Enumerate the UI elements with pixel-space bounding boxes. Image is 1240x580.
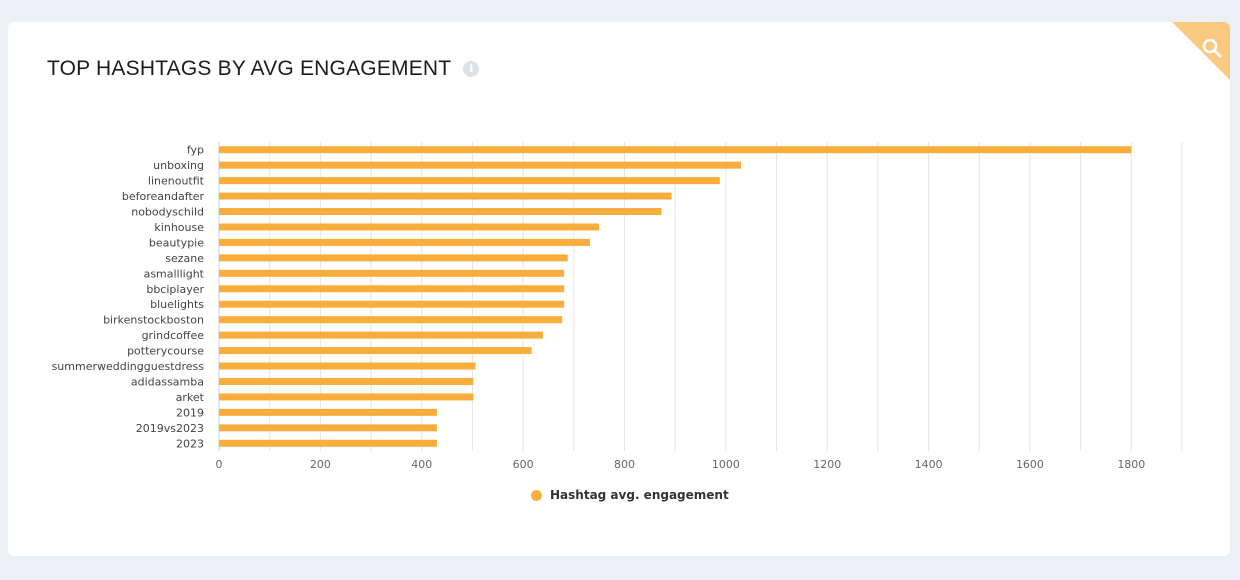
bar-kinhouse[interactable] — [219, 223, 600, 231]
y-tick-label: beforeandafter — [122, 190, 205, 203]
bar-potterycourse[interactable] — [219, 347, 532, 355]
bar-grindcoffee[interactable] — [219, 331, 543, 339]
y-tick-label: kinhouse — [154, 221, 204, 234]
bar-summerweddingguestdress[interactable] — [219, 362, 476, 370]
y-tick-label: adidassamba — [131, 375, 204, 388]
bar-2019vs2023[interactable] — [219, 424, 437, 432]
y-tick-label: fyp — [187, 144, 204, 157]
bar-arket[interactable] — [219, 393, 474, 401]
y-axis-labels: fyp unboxing linenoutfit beforeandafter nobo… — [52, 144, 205, 451]
y-tick-label: grindcoffee — [142, 329, 205, 342]
y-tick-label: nobodyschild — [131, 206, 204, 219]
y-tick-label: asmalllight — [144, 267, 205, 280]
x-tick-label: 600 — [513, 458, 534, 471]
y-tick-label: 2019vs2023 — [136, 422, 204, 435]
x-tick-label: 200 — [310, 458, 331, 471]
legend-item[interactable]: Hashtag avg. engagement — [531, 488, 729, 502]
x-tick-label: 1400 — [915, 458, 943, 471]
x-tick-label: 400 — [411, 458, 432, 471]
bar-fyp[interactable] — [219, 146, 1132, 154]
legend-marker — [531, 489, 542, 501]
y-tick-label: 2023 — [176, 437, 204, 450]
grid-lines — [218, 142, 1183, 451]
card-title-text: TOP HASHTAGS BY AVG ENGAGEMENT — [47, 57, 452, 80]
bar-2019[interactable] — [219, 408, 437, 416]
x-axis-labels: 0 200 400 600 800 1000 1200 1400 1600 1800 — [216, 458, 1146, 471]
x-tick-label: 1600 — [1016, 458, 1044, 471]
bar-unboxing[interactable] — [219, 161, 742, 169]
bar-bluelights[interactable] — [219, 300, 565, 308]
corner-triangle — [1172, 22, 1230, 80]
bar-nobodyschild[interactable] — [219, 208, 662, 216]
x-tick-label: 800 — [614, 458, 635, 471]
x-tick-label: 0 — [216, 458, 223, 471]
legend-label: Hashtag avg. engagement — [550, 488, 729, 502]
bar-beautypie[interactable] — [219, 238, 591, 246]
y-tick-label: unboxing — [153, 159, 204, 172]
y-tick-label: birkenstockboston — [103, 314, 204, 327]
bar-sezane[interactable] — [219, 254, 568, 262]
bar-linenoutfit[interactable] — [219, 177, 720, 185]
y-tick-label: 2019 — [176, 406, 204, 419]
y-tick-label: beautypie — [149, 236, 204, 249]
bar-birkenstockboston[interactable] — [219, 316, 563, 324]
y-tick-label: bluelights — [150, 298, 204, 311]
x-tick-label: 1000 — [712, 458, 740, 471]
bar-chart: fyp unboxing linenoutfit beforeandafter nobo… — [52, 142, 1183, 471]
x-tick-label: 1200 — [813, 458, 841, 471]
y-tick-label: bbciplayer — [146, 283, 204, 296]
chart-card: TOP HASHTAGS BY AVG ENGAGEMENT i fyp unbo… — [8, 22, 1230, 556]
bar-beforeandafter[interactable] — [219, 192, 672, 200]
bar-asmalllight[interactable] — [219, 269, 565, 277]
y-tick-label: sezane — [165, 252, 204, 265]
x-tick-label: 1800 — [1117, 458, 1145, 471]
search-icon — [1202, 38, 1222, 58]
y-tick-label: linenoutfit — [148, 175, 205, 188]
y-tick-label: potterycourse — [127, 345, 204, 358]
y-tick-label: arket — [176, 391, 205, 404]
bars — [219, 146, 1132, 447]
bar-adidassamba[interactable] — [219, 377, 474, 385]
bar-2023[interactable] — [219, 439, 437, 447]
y-tick-label: summerweddingguestdress — [52, 360, 205, 373]
card-title: TOP HASHTAGS BY AVG ENGAGEMENT i — [47, 57, 480, 81]
bar-bbciplayer[interactable] — [219, 285, 565, 293]
info-icon[interactable]: i — [463, 61, 480, 77]
search-corner-button[interactable] — [1172, 22, 1230, 80]
